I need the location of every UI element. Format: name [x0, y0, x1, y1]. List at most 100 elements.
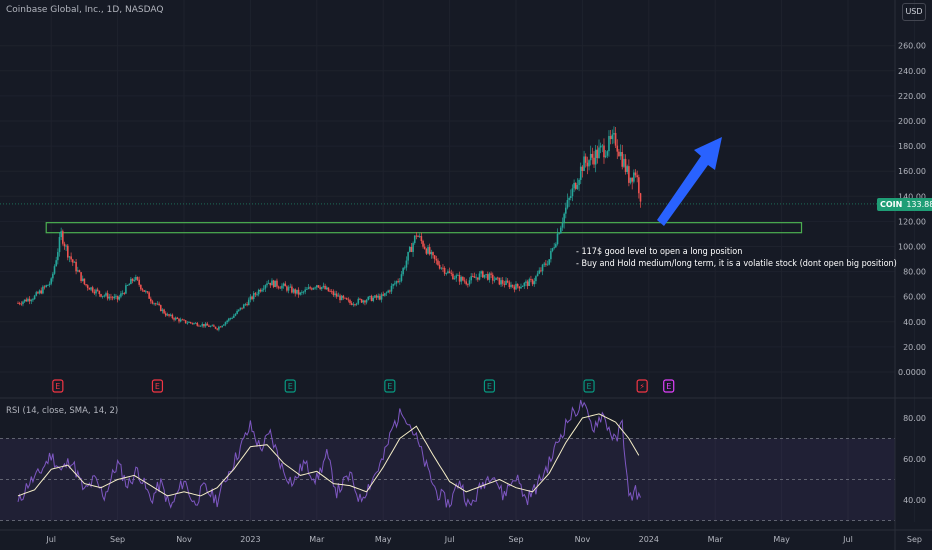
- candle-body: [374, 295, 376, 298]
- candle-body: [380, 294, 383, 300]
- candle-body: [306, 288, 308, 290]
- candle-body: [349, 300, 351, 304]
- candle-body: [442, 267, 444, 269]
- candle-body: [247, 299, 250, 306]
- price-tick-label: 240.00: [898, 67, 926, 76]
- candle-body: [540, 270, 542, 272]
- candle-body: [76, 270, 79, 272]
- annotation-line-2: - Buy and Hold medium/long term, it is a…: [576, 259, 897, 269]
- candle-body: [199, 325, 202, 327]
- candle-body: [203, 324, 205, 327]
- candle-body: [276, 280, 278, 287]
- candle-body: [32, 299, 34, 301]
- candle-body: [169, 314, 172, 316]
- candle-body: [578, 179, 580, 186]
- time-tick-label: Jul: [842, 535, 853, 544]
- candle-body: [324, 285, 326, 290]
- candle-body: [189, 322, 192, 323]
- candle-body: [639, 193, 642, 202]
- candle-body: [513, 286, 516, 290]
- candle-body: [183, 319, 185, 321]
- candle-body: [521, 286, 524, 287]
- candle-body: [146, 291, 149, 293]
- candle-body: [126, 285, 129, 286]
- candle-body: [58, 237, 61, 253]
- candle-body: [325, 287, 328, 290]
- candle-body: [86, 285, 89, 289]
- candle-body: [319, 287, 321, 289]
- candle-body: [606, 151, 609, 156]
- earnings-marker: [483, 379, 496, 393]
- candle-body: [282, 283, 285, 286]
- candle-body: [563, 213, 565, 223]
- earnings-marker-letter: E: [666, 382, 671, 391]
- candle-body: [110, 296, 112, 298]
- candle-body: [523, 282, 526, 287]
- candle-body: [565, 207, 567, 214]
- support-zone-box: [45, 222, 803, 234]
- candle-body: [599, 145, 602, 148]
- earnings-marker-letter: ⚡: [639, 382, 645, 391]
- candle-body: [548, 259, 550, 265]
- candle-body: [60, 231, 62, 238]
- candle-body: [616, 145, 619, 152]
- time-tick-label: Jul: [444, 535, 455, 544]
- candle-body: [526, 281, 529, 286]
- candle-body: [239, 307, 242, 310]
- candle-body: [608, 136, 610, 152]
- candle-body: [191, 322, 194, 324]
- candle-body: [168, 314, 170, 316]
- candle-body: [27, 298, 29, 302]
- candle-body: [115, 295, 117, 297]
- currency-button[interactable]: USD: [902, 3, 926, 21]
- time-tick-label: May: [773, 535, 790, 544]
- candle-body: [561, 222, 564, 228]
- candle-body: [33, 295, 36, 300]
- candle-body: [510, 284, 512, 288]
- candle-body: [337, 295, 340, 297]
- candle-body: [309, 287, 311, 289]
- candle-body: [463, 280, 466, 282]
- earnings-marker-letter: E: [55, 382, 60, 391]
- candle-body: [108, 296, 111, 299]
- earnings-marker: [663, 379, 675, 393]
- candle-body: [90, 287, 92, 290]
- candle-body: [418, 236, 421, 237]
- candle-body: [394, 283, 396, 285]
- earnings-marker-letter: E: [387, 382, 392, 391]
- candle-body: [601, 145, 604, 147]
- earnings-marker: [151, 379, 164, 393]
- candle-body: [113, 296, 116, 299]
- candle-body: [566, 200, 569, 208]
- candle-body: [352, 304, 355, 306]
- candle-body: [634, 172, 637, 176]
- candle-body: [385, 292, 388, 294]
- candle-body: [204, 323, 207, 327]
- candle-body: [372, 297, 375, 301]
- candle-body: [334, 293, 336, 296]
- candle-body: [518, 286, 521, 289]
- candle-body: [596, 149, 599, 159]
- candle-body: [307, 287, 310, 289]
- candle-body: [583, 156, 585, 172]
- time-tick-label: Mar: [309, 535, 325, 544]
- candle-body: [486, 274, 489, 280]
- candle-body: [574, 182, 577, 189]
- candle-body: [62, 231, 64, 244]
- candle-body: [130, 278, 132, 285]
- candle-body: [405, 260, 408, 268]
- candle-body: [365, 300, 368, 303]
- candle-body: [560, 227, 562, 234]
- candle-body: [480, 271, 482, 274]
- candle-body: [493, 279, 496, 281]
- candle-body: [292, 289, 295, 293]
- candle-body: [47, 284, 49, 286]
- candle-body: [344, 297, 346, 299]
- candle-body: [50, 278, 52, 284]
- candle-body: [22, 301, 24, 305]
- candle-body: [269, 282, 272, 286]
- candle-body: [23, 299, 26, 302]
- candle-body: [141, 289, 144, 291]
- candle-body: [208, 325, 210, 327]
